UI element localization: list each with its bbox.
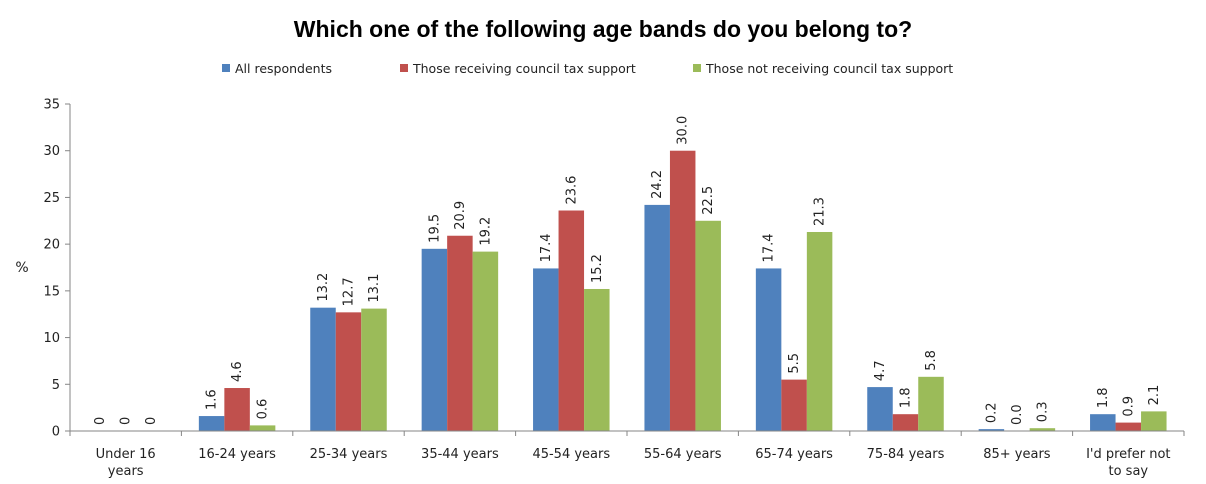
y-tick-label: 20 (43, 238, 60, 253)
y-tick-label: 15 (43, 284, 60, 299)
data-label: 0 (119, 417, 134, 425)
x-tick-label: 85+ years (983, 447, 1051, 462)
data-label: 0 (93, 417, 108, 425)
bar (1090, 414, 1116, 431)
x-tick-label: I'd prefer not to say (1086, 447, 1170, 479)
bar (336, 312, 362, 431)
bar (893, 414, 919, 431)
data-label: 4.7 (873, 360, 888, 381)
data-label: 1.8 (1096, 387, 1111, 408)
y-tick-label: 5 (52, 378, 60, 393)
data-label: 22.5 (701, 186, 716, 215)
data-label: 0 (144, 417, 159, 425)
data-label: 0.2 (984, 402, 999, 423)
y-tick-label: 0 (52, 425, 60, 440)
y-axis: 0 5 10 15 20 25 30 35 (43, 98, 70, 440)
legend-label: Those receiving council tax support (412, 61, 636, 76)
x-tick-label: 35-44 years (421, 447, 499, 462)
x-tick-label-line: 16-24 years (198, 447, 276, 462)
data-label: 0.9 (1121, 396, 1136, 417)
x-tick-label: 65-74 years (755, 447, 833, 462)
bar (361, 309, 387, 431)
data-label: 30.0 (676, 116, 691, 145)
data-label: 20.9 (453, 201, 468, 230)
y-tick-label: 25 (43, 191, 60, 206)
bar (781, 380, 807, 431)
legend-swatch (222, 64, 230, 72)
x-tick-label-line: years (108, 464, 144, 479)
data-label: 21.3 (813, 197, 828, 226)
bar (918, 377, 944, 431)
bar (447, 236, 473, 431)
x-tick-label-line: to say (1108, 464, 1148, 479)
x-tick-label-line: 75-84 years (867, 447, 945, 462)
data-label: 1.8 (899, 387, 914, 408)
x-tick-label: 75-84 years (867, 447, 945, 462)
x-tick-label-line: 85+ years (983, 447, 1051, 462)
y-axis-label: % (15, 260, 28, 276)
bar (473, 252, 499, 431)
data-label: 15.2 (590, 254, 605, 283)
legend-swatch (400, 64, 408, 72)
data-label: 17.4 (539, 233, 554, 262)
data-label: 23.6 (564, 176, 579, 205)
x-tick-label: 45-54 years (532, 447, 610, 462)
bar (807, 232, 833, 431)
legend-label: All respondents (235, 61, 332, 76)
bar (1116, 423, 1142, 431)
bar (224, 388, 250, 431)
data-label: 2.1 (1147, 385, 1162, 406)
bar (199, 416, 225, 431)
bar (533, 268, 559, 431)
y-tick-label: 10 (43, 331, 60, 346)
bar (559, 211, 585, 431)
bar (670, 151, 696, 431)
data-label: 19.5 (427, 214, 442, 243)
x-tick-label-line: 55-64 years (644, 447, 722, 462)
data-label: 13.2 (316, 273, 331, 302)
data-label: 5.5 (787, 353, 802, 374)
data-label: 1.6 (205, 389, 220, 410)
data-label: 0.0 (1010, 404, 1025, 425)
y-tick-label: 30 (43, 144, 60, 159)
x-tick-label-line: Under 16 (96, 447, 156, 462)
data-label: 19.2 (478, 217, 493, 246)
x-tick-label: 16-24 years (198, 447, 276, 462)
data-labels-group: 0 1.6 13.2 19.5 17.4 24.2 17.4 4.7 0.2 1.8 0 4.6 12.… (93, 116, 1162, 425)
bar (644, 205, 670, 431)
data-label: 17.4 (762, 233, 777, 262)
x-tick-label-line: 25-34 years (310, 447, 388, 462)
x-axis: Under 16 years 16-24 years 25-34 years 35-44… (70, 431, 1184, 479)
data-label: 0.6 (256, 399, 271, 420)
bar (422, 249, 448, 431)
legend-swatch (693, 64, 701, 72)
bar (695, 221, 721, 431)
data-label: 4.6 (230, 361, 245, 382)
bar (1141, 411, 1167, 431)
bar (250, 425, 276, 431)
x-tick-label: 55-64 years (644, 447, 722, 462)
chart-title: Which one of the following age bands do … (294, 16, 912, 42)
bar (756, 268, 782, 431)
data-label: 13.1 (367, 274, 382, 303)
x-tick-label-line: I'd prefer not (1086, 447, 1170, 462)
y-tick-label: 35 (43, 98, 60, 113)
bar (867, 387, 893, 431)
x-tick-label: 25-34 years (310, 447, 388, 462)
data-label: 12.7 (342, 277, 357, 306)
data-label: 24.2 (650, 170, 665, 199)
x-tick-label-line: 45-54 years (532, 447, 610, 462)
data-label: 0.3 (1035, 402, 1050, 423)
bar (310, 308, 336, 431)
chart-legend: All respondents Those receiving council t… (222, 61, 953, 76)
bar (584, 289, 610, 431)
legend-label: Those not receiving council tax support (705, 61, 953, 76)
data-label: 5.8 (924, 350, 939, 371)
x-tick-label: Under 16 years (96, 447, 156, 479)
x-tick-label-line: 35-44 years (421, 447, 499, 462)
x-tick-label-line: 65-74 years (755, 447, 833, 462)
